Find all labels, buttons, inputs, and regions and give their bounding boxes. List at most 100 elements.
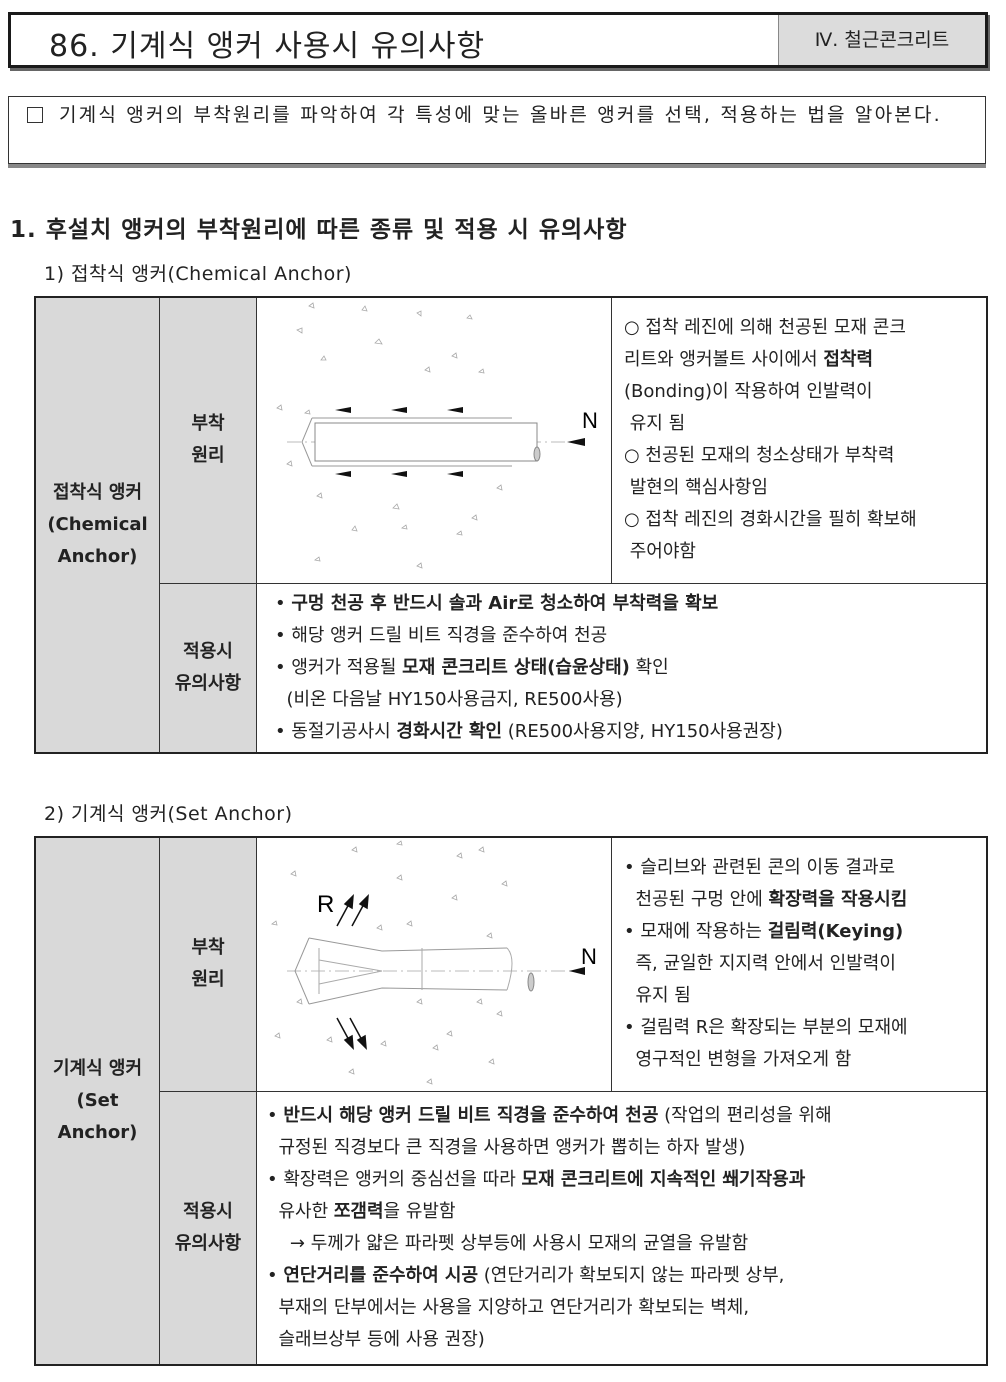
tension-arrow bbox=[569, 967, 585, 976]
text-segment: 주어야함 bbox=[624, 541, 696, 563]
text-segment: 확인 bbox=[629, 656, 669, 678]
text-segment: (RE500사용지양, HY150사용권장) bbox=[502, 720, 783, 742]
text-segment: (비온 다음날 HY150사용금지, RE500사용) bbox=[275, 688, 623, 710]
row-label-line: 적용시 bbox=[183, 1200, 233, 1222]
emphasis-text: 구멍 천공 후 반드시 솔과 Air로 청소하여 부착력을 확보 bbox=[291, 592, 719, 614]
chemical-anchor-figure: N bbox=[276, 302, 598, 569]
keying-force-arrows bbox=[336, 894, 369, 1051]
row-label-line: 부착 bbox=[191, 413, 225, 435]
text-segment: 영구적인 변형을 가져오게 함 bbox=[624, 1049, 852, 1071]
text-segment: (작업의 편리성을 위해 bbox=[658, 1104, 832, 1126]
text-segment: 리트와 앵커볼트 사이에서 bbox=[624, 349, 824, 371]
text-segment: • bbox=[275, 592, 292, 614]
text-segment: 슬래브상부 등에 사용 권장) bbox=[267, 1328, 485, 1350]
text-line: • 확장력은 앵커의 중심선을 따라 모재 콘크리트에 지속적인 쐐기작용과 bbox=[267, 1164, 976, 1196]
text-segment: 즉, 균일한 지지력 안에서 인발력이 bbox=[624, 953, 896, 975]
bullet-item: • 모재에 작용하는 걸림력(Keying) 즉, 균일한 지지력 안에서 인발… bbox=[624, 916, 978, 1012]
text-line: • 연단거리를 준수하여 시공 (연단거리가 확보되지 않는 파라펫 상부, bbox=[267, 1260, 976, 1292]
text-line: • 동절기공사시 경화시간 확인 (RE500사용지양, HY150사용권장) bbox=[275, 716, 976, 748]
page-header: 86. 기계식 앵커 사용시 유의사항 Ⅳ. 철근콘크리트 bbox=[8, 12, 988, 68]
bullet-item: • 구멍 천공 후 반드시 솔과 Air로 청소하여 부착력을 확보 bbox=[275, 588, 976, 620]
text-segment: • 해당 앵커 드릴 비트 직경을 준수하여 천공 bbox=[275, 624, 608, 646]
text-segment: • 모재에 작용하는 bbox=[624, 921, 768, 943]
bullet-item: • 슬리브와 관련된 콘의 이동 결과로 천공된 구멍 안에 확장력을 작용시킴 bbox=[624, 852, 978, 916]
row-label-line: 유의사항 bbox=[174, 1232, 242, 1254]
text-line: 규정된 직경보다 큰 직경을 사용하면 앵커가 뽑히는 하자 발생) bbox=[267, 1132, 976, 1164]
text-segment: • bbox=[267, 1264, 284, 1286]
text-line: • 모재에 작용하는 걸림력(Keying) bbox=[624, 916, 978, 948]
text-line: • 구멍 천공 후 반드시 솔과 Air로 청소하여 부착력을 확보 bbox=[275, 588, 976, 620]
text-segment: • 동절기공사시 bbox=[275, 720, 397, 742]
text-line: • 반드시 해당 앵커 드릴 비트 직경을 준수하여 천공 (작업의 편리성을 … bbox=[267, 1100, 976, 1132]
set-anchor-table: 기계식 앵커 (Set Anchor) 부착 원리 N R bbox=[34, 836, 988, 1366]
type-label-line: Anchor) bbox=[57, 545, 138, 567]
force-label-n: N bbox=[581, 944, 597, 969]
text-line: 천공된 구멍 안에 확장력을 작용시킴 bbox=[624, 884, 978, 916]
text-line: (Bonding)이 작용하여 인발력이 bbox=[624, 376, 978, 408]
type-label-line: (Set bbox=[76, 1090, 119, 1111]
bullet-item: • 동절기공사시 경화시간 확인 (RE500사용지양, HY150사용권장) bbox=[275, 716, 976, 748]
text-line: 즉, 균일한 지지력 안에서 인발력이 bbox=[624, 948, 978, 980]
text-segment: 을 유발함 bbox=[383, 1200, 456, 1222]
notes-label-cell: 적용시 유의사항 bbox=[159, 582, 257, 753]
bolt-section bbox=[527, 972, 535, 992]
notes-text-cell: • 반드시 해당 앵커 드릴 비트 직경을 준수하여 천공 (작업의 편리성을 … bbox=[256, 1090, 988, 1366]
notes-text-cell: • 구멍 천공 후 반드시 솔과 Air로 청소하여 부착력을 확보 • 해당 앵… bbox=[256, 582, 988, 753]
text-line: 발현의 핵심사항임 bbox=[624, 472, 978, 504]
objective-box: 기계식 앵커의 부착원리를 파악하여 각 특성에 맞는 올바른 앵커를 선택, … bbox=[8, 96, 986, 164]
text-line: 유지 됨 bbox=[624, 980, 978, 1012]
type-label-line: Anchor) bbox=[57, 1122, 138, 1143]
emphasis-text: 반드시 해당 앵커 드릴 비트 직경을 준수하여 천공 bbox=[283, 1104, 659, 1126]
anchor-type-cell: 기계식 앵커 (Set Anchor) bbox=[34, 836, 160, 1366]
anchor-bolt bbox=[314, 422, 538, 462]
emphasis-text: 걸림력(Keying) bbox=[767, 921, 904, 943]
bullet-item: • 연단거리를 준수하여 시공 (연단거리가 확보되지 않는 파라펫 상부, 부… bbox=[267, 1260, 976, 1356]
bolt-section bbox=[533, 446, 541, 462]
bullet-item: • 앵커가 적용될 모재 콘크리트 상태(습윤상태) 확인 (비온 다음날 HY… bbox=[275, 652, 976, 716]
chapter-label: Ⅳ. 철근콘크리트 bbox=[778, 15, 985, 65]
notes-label-cell: 적용시 유의사항 bbox=[159, 1090, 257, 1366]
subheading-set-anchor: 2) 기계식 앵커(Set Anchor) bbox=[44, 803, 293, 825]
chemical-anchor-table: 접착식 앵커 (Chemical Anchor) 부착 원리 N bbox=[34, 296, 988, 754]
text-line: 영구적인 변형을 가져오게 함 bbox=[624, 1044, 978, 1076]
bullet-item: • 걸림력 R은 확장되는 부분의 모재에 영구적인 변형을 가져오게 함 bbox=[624, 1012, 978, 1076]
row-label-line: 원리 bbox=[191, 969, 225, 991]
chemical-anchor-diagram: N bbox=[256, 296, 612, 584]
subheading-chemical-anchor: 1) 접착식 앵커(Chemical Anchor) bbox=[44, 263, 352, 285]
text-segment: • 앵커가 적용될 bbox=[275, 656, 403, 678]
resin-sleeve bbox=[301, 417, 512, 467]
text-segment: (연단거리가 확보되지 않는 파라펫 상부, bbox=[478, 1264, 785, 1286]
text-segment: • bbox=[267, 1104, 284, 1126]
emphasis-text: 연단거리를 준수하여 시공 bbox=[283, 1264, 479, 1286]
type-label-line: 접착식 앵커 bbox=[52, 481, 143, 503]
text-line: 슬래브상부 등에 사용 권장) bbox=[267, 1324, 976, 1356]
text-segment: 발현의 핵심사항임 bbox=[624, 477, 768, 499]
principle-label-cell: 부착 원리 bbox=[159, 296, 257, 584]
emphasis-text: 확장력을 작용시킴 bbox=[768, 889, 908, 911]
text-line: ○ 접착 레진의 경화시간을 필히 확보해 bbox=[624, 504, 978, 536]
tension-arrow bbox=[567, 438, 585, 447]
row-label-line: 원리 bbox=[191, 445, 225, 467]
text-segment: • 확장력은 앵커의 중심선을 따라 bbox=[267, 1168, 522, 1190]
text-line: 유지 됨 bbox=[624, 408, 978, 440]
text-line: → 두께가 얇은 파라펫 상부등에 사용시 모재의 균열을 유발함 bbox=[267, 1228, 976, 1260]
emphasis-text: 모재 콘크리트 상태(습윤상태) bbox=[402, 656, 630, 678]
emphasis-text: 접착력 bbox=[823, 349, 874, 371]
text-segment: ○ 접착 레진에 의해 천공된 모재 콘크 bbox=[624, 317, 906, 339]
section-heading: 1. 후설치 앵커의 부착원리에 따른 종류 및 적용 시 유의사항 bbox=[10, 217, 628, 243]
emphasis-text: 경화시간 확인 bbox=[396, 720, 503, 742]
cone bbox=[318, 948, 423, 995]
emphasis-text: 모재 콘크리트에 지속적인 쐐기작용과 bbox=[521, 1168, 806, 1190]
force-label-r: R bbox=[317, 891, 334, 918]
set-anchor-diagram: N R bbox=[256, 836, 612, 1092]
text-segment: ○ 천공된 모재의 청소상태가 부착력 bbox=[624, 445, 895, 467]
anchor-type-cell: 접착식 앵커 (Chemical Anchor) bbox=[34, 296, 160, 753]
text-line: • 앵커가 적용될 모재 콘크리트 상태(습윤상태) 확인 bbox=[275, 652, 976, 684]
text-line: 부재의 단부에서는 사용을 지양하고 연단거리가 확보되는 벽체, bbox=[267, 1292, 976, 1324]
type-label-line: (Chemical bbox=[47, 513, 148, 535]
text-line: 유사한 쪼갬력을 유발함 bbox=[267, 1196, 976, 1228]
text-line: • 해당 앵커 드릴 비트 직경을 준수하여 천공 bbox=[275, 620, 976, 652]
text-segment: 규정된 직경보다 큰 직경을 사용하면 앵커가 뽑히는 하자 발생) bbox=[267, 1136, 746, 1158]
